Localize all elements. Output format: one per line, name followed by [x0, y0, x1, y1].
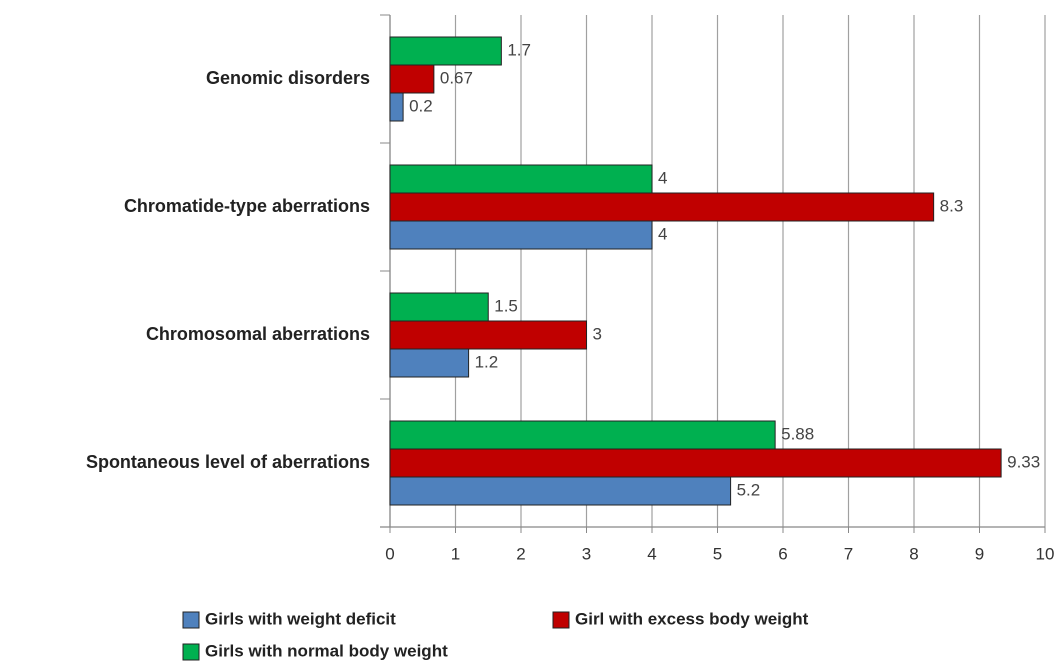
x-tick-label: 4 — [647, 544, 656, 563]
value-label: 4 — [658, 168, 667, 187]
x-tick-label: 6 — [778, 544, 787, 563]
value-label: 0.2 — [409, 96, 433, 115]
category-label: Chromatide-type aberrations — [124, 196, 370, 216]
legend-label: Girls with normal body weight — [205, 641, 448, 660]
legend-swatch — [552, 611, 570, 629]
x-tick-label: 9 — [975, 544, 984, 563]
category-label: Spontaneous level of aberrations — [86, 452, 370, 472]
bar — [389, 348, 470, 378]
x-tick-label: 0 — [385, 544, 394, 563]
category-label: Chromosomal aberrations — [146, 324, 370, 344]
value-label: 5.88 — [781, 424, 814, 443]
value-label: 0.67 — [440, 68, 473, 87]
x-tick-label: 10 — [1036, 544, 1055, 563]
bar — [389, 320, 587, 350]
legend-swatch — [182, 643, 200, 661]
legend-label: Girls with weight deficit — [205, 609, 396, 628]
bar — [389, 420, 776, 450]
legend-swatch — [182, 611, 200, 629]
bar — [389, 36, 502, 66]
bar — [389, 220, 653, 250]
bar — [389, 292, 489, 322]
category-label: Genomic disorders — [206, 68, 370, 88]
value-label: 1.7 — [507, 40, 531, 59]
value-label: 8.3 — [940, 196, 964, 215]
legend-label: Girl with excess body weight — [575, 609, 809, 628]
x-tick-label: 3 — [582, 544, 591, 563]
bar — [389, 476, 732, 506]
value-label: 3 — [593, 324, 602, 343]
bar — [389, 448, 1002, 478]
value-label: 4 — [658, 224, 667, 243]
x-tick-label: 7 — [844, 544, 853, 563]
bar — [389, 164, 653, 194]
x-tick-label: 2 — [516, 544, 525, 563]
value-label: 9.33 — [1007, 452, 1040, 471]
bar — [389, 64, 435, 94]
value-label: 5.2 — [737, 480, 761, 499]
x-tick-label: 8 — [909, 544, 918, 563]
x-tick-label: 5 — [713, 544, 722, 563]
value-label: 1.2 — [475, 352, 499, 371]
x-tick-label: 1 — [451, 544, 460, 563]
bar — [389, 92, 404, 122]
value-label: 1.5 — [494, 296, 518, 315]
bar — [389, 192, 935, 222]
